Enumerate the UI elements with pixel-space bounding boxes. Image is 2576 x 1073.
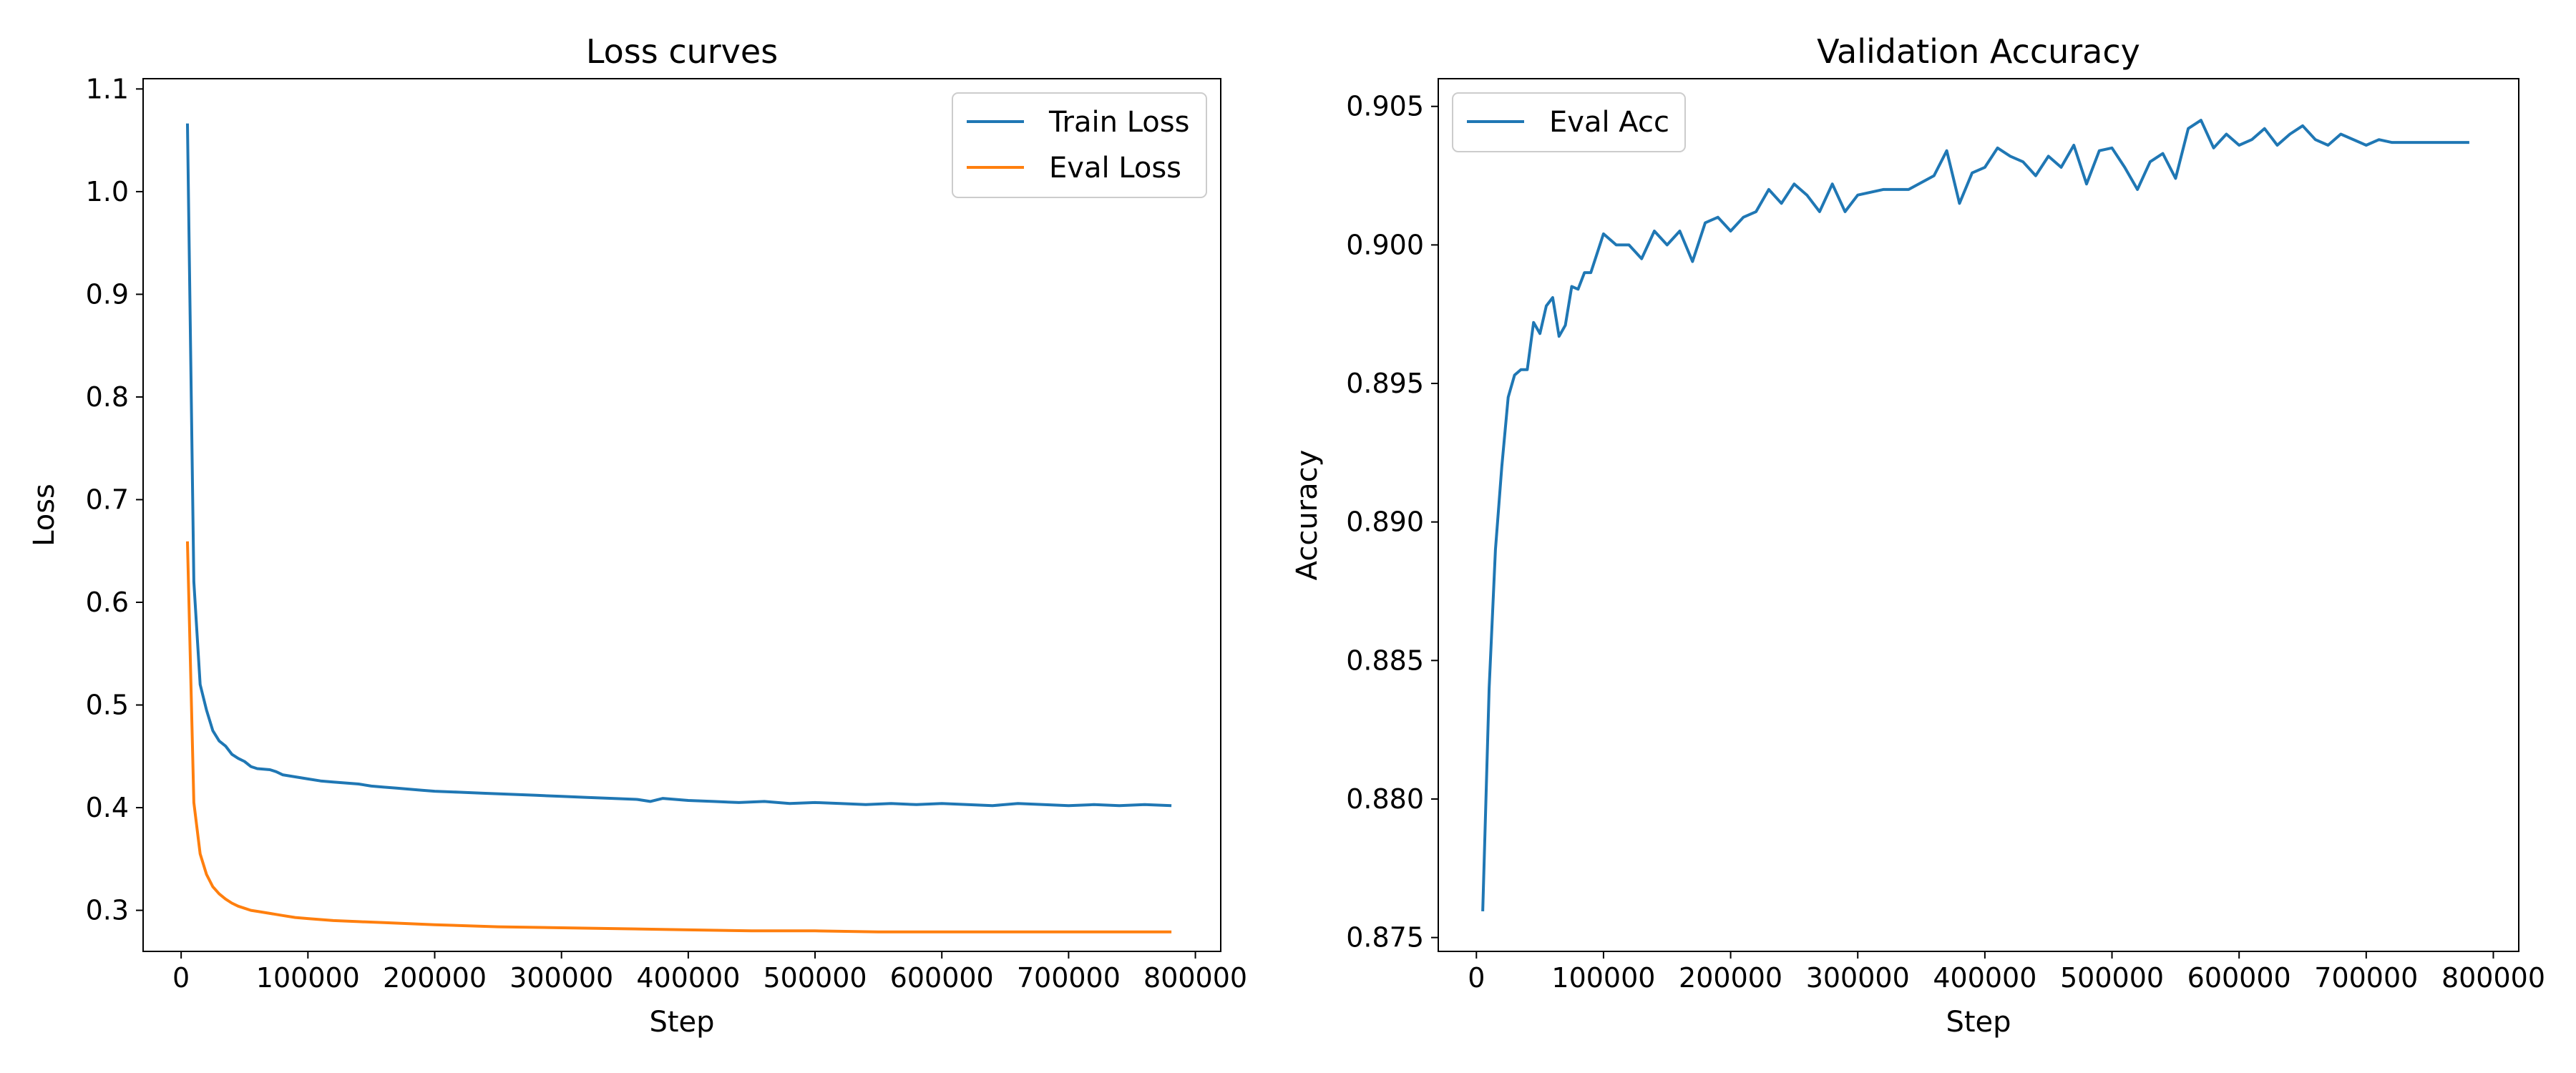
y-tick-label: 1.0 — [86, 176, 129, 207]
y-tick-label: 0.895 — [1346, 368, 1424, 399]
legend-box — [1452, 92, 1686, 152]
x-tick-label: 800000 — [1143, 962, 1247, 994]
legend: Eval Acc — [1452, 92, 1686, 152]
y-tick-label: 0.3 — [86, 895, 129, 926]
legend-label: Train Loss — [1048, 106, 1189, 139]
series-line-1 — [185, 123, 1172, 808]
x-tick-label: 100000 — [1551, 962, 1655, 994]
x-tick-label: 300000 — [1806, 962, 1910, 994]
y-axis-label: Loss — [28, 484, 61, 547]
y-tick-label: 0.9 — [86, 278, 129, 310]
y-tick-label: 0.905 — [1346, 91, 1424, 122]
series-group — [1481, 119, 2469, 911]
y-tick-label: 0.875 — [1346, 922, 1424, 954]
legend: Train Loss Eval Loss — [952, 92, 1207, 198]
x-tick-label: 500000 — [763, 962, 867, 994]
x-axis-label: Step — [1946, 1006, 2011, 1039]
y-tick-label: 0.4 — [86, 792, 129, 823]
chart-1: Loss curves 0 100000 200000 300000 400000 5000… — [28, 32, 1247, 1039]
x-tick-label: 200000 — [383, 962, 487, 994]
x-tick-label: 300000 — [509, 962, 613, 994]
chart-title: Validation Accuracy — [1817, 32, 2140, 71]
y-tick-label: 0.7 — [86, 484, 129, 515]
legend-label: Eval Loss — [1049, 152, 1181, 185]
y-tick-label: 1.1 — [86, 73, 129, 104]
series-group — [185, 123, 1172, 934]
y-tick-label: 0.6 — [86, 587, 129, 618]
y-tick-label: 0.5 — [86, 690, 129, 721]
x-tick-label: 0 — [172, 962, 190, 994]
y-axis-label: Accuracy — [1291, 450, 1324, 581]
y-tick-label: 0.900 — [1346, 229, 1424, 260]
x-tick-label: 700000 — [2314, 962, 2418, 994]
x-tick-label: 400000 — [636, 962, 740, 994]
axes-frame — [1438, 78, 2519, 952]
x-axis-label: Step — [649, 1006, 714, 1039]
series-line-2 — [185, 541, 1172, 934]
y-tick-label: 0.8 — [86, 381, 129, 413]
y-tick-label: 0.885 — [1346, 645, 1424, 676]
x-tick-label: 600000 — [890, 962, 994, 994]
series-line-1 — [1481, 119, 2469, 911]
x-tick-label: 600000 — [2187, 962, 2291, 994]
y-tick-label: 0.890 — [1346, 506, 1424, 538]
x-tick-label: 200000 — [1679, 962, 1782, 994]
y-tick-label: 0.880 — [1346, 783, 1424, 815]
legend-label: Eval Acc — [1549, 106, 1669, 139]
x-tick-label: 500000 — [2060, 962, 2164, 994]
chart-2: Validation Accuracy 0 100000 200000 300000 40… — [1291, 32, 2545, 1039]
x-tick-label: 100000 — [256, 962, 360, 994]
axes-frame — [142, 78, 1221, 952]
x-tick-label: 0 — [1468, 962, 1485, 994]
x-tick-label: 800000 — [2441, 962, 2545, 994]
chart-title: Loss curves — [586, 32, 778, 71]
x-tick-label: 400000 — [1933, 962, 2036, 994]
legend-box — [952, 92, 1207, 198]
x-tick-label: 700000 — [1017, 962, 1121, 994]
